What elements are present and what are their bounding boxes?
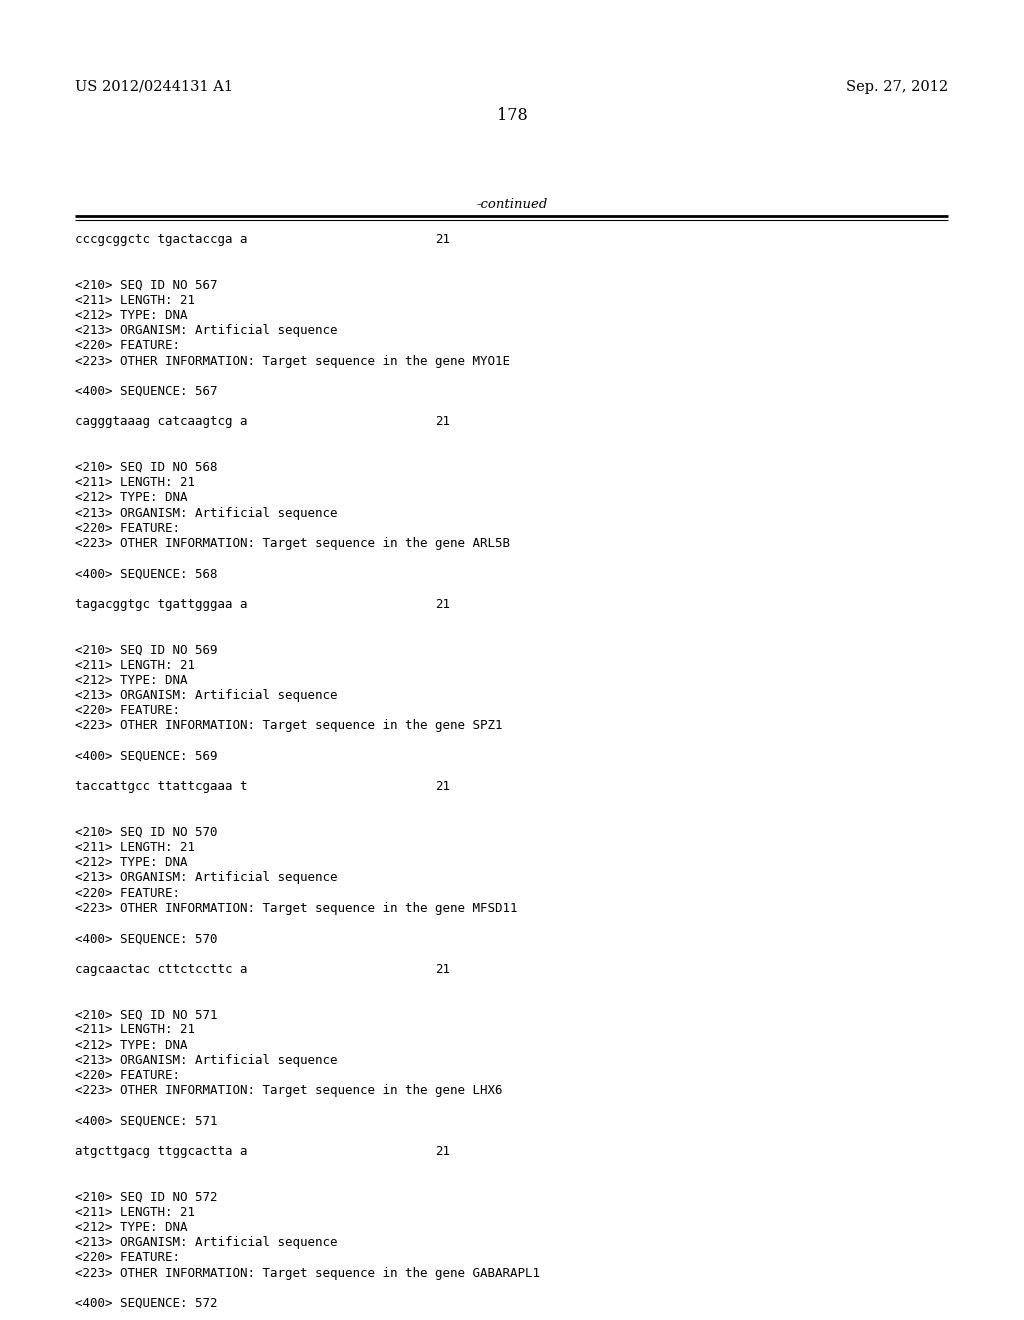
Text: <223> OTHER INFORMATION: Target sequence in the gene LHX6: <223> OTHER INFORMATION: Target sequence… — [75, 1084, 503, 1097]
Text: <400> SEQUENCE: 567: <400> SEQUENCE: 567 — [75, 385, 217, 399]
Text: taccattgcc ttattcgaaa t: taccattgcc ttattcgaaa t — [75, 780, 248, 793]
Text: atgcttgacg ttggcactta a: atgcttgacg ttggcactta a — [75, 1144, 248, 1158]
Text: <211> LENGTH: 21: <211> LENGTH: 21 — [75, 477, 195, 490]
Text: US 2012/0244131 A1: US 2012/0244131 A1 — [75, 81, 233, 94]
Text: cagcaactac cttctccttc a: cagcaactac cttctccttc a — [75, 962, 248, 975]
Text: <223> OTHER INFORMATION: Target sequence in the gene ARL5B: <223> OTHER INFORMATION: Target sequence… — [75, 537, 510, 550]
Text: <210> SEQ ID NO 571: <210> SEQ ID NO 571 — [75, 1008, 217, 1022]
Text: cagggtaaag catcaagtcg a: cagggtaaag catcaagtcg a — [75, 416, 248, 429]
Text: <400> SEQUENCE: 568: <400> SEQUENCE: 568 — [75, 568, 217, 581]
Text: <212> TYPE: DNA: <212> TYPE: DNA — [75, 673, 187, 686]
Text: <220> FEATURE:: <220> FEATURE: — [75, 704, 180, 717]
Text: <213> ORGANISM: Artificial sequence: <213> ORGANISM: Artificial sequence — [75, 325, 338, 337]
Text: 21: 21 — [435, 598, 450, 611]
Text: <210> SEQ ID NO 570: <210> SEQ ID NO 570 — [75, 826, 217, 838]
Text: <220> FEATURE:: <220> FEATURE: — [75, 339, 180, 352]
Text: <210> SEQ ID NO 569: <210> SEQ ID NO 569 — [75, 643, 217, 656]
Text: 21: 21 — [435, 780, 450, 793]
Text: <210> SEQ ID NO 572: <210> SEQ ID NO 572 — [75, 1191, 217, 1204]
Text: <223> OTHER INFORMATION: Target sequence in the gene GABARAPL1: <223> OTHER INFORMATION: Target sequence… — [75, 1267, 540, 1279]
Text: <223> OTHER INFORMATION: Target sequence in the gene SPZ1: <223> OTHER INFORMATION: Target sequence… — [75, 719, 503, 733]
Text: <212> TYPE: DNA: <212> TYPE: DNA — [75, 309, 187, 322]
Text: <220> FEATURE:: <220> FEATURE: — [75, 1251, 180, 1265]
Text: <213> ORGANISM: Artificial sequence: <213> ORGANISM: Artificial sequence — [75, 871, 338, 884]
Text: <223> OTHER INFORMATION: Target sequence in the gene MFSD11: <223> OTHER INFORMATION: Target sequence… — [75, 902, 517, 915]
Text: <400> SEQUENCE: 571: <400> SEQUENCE: 571 — [75, 1114, 217, 1127]
Text: -continued: -continued — [476, 198, 548, 211]
Text: <210> SEQ ID NO 567: <210> SEQ ID NO 567 — [75, 279, 217, 292]
Text: 178: 178 — [497, 107, 527, 124]
Text: <220> FEATURE:: <220> FEATURE: — [75, 1069, 180, 1082]
Text: <211> LENGTH: 21: <211> LENGTH: 21 — [75, 841, 195, 854]
Text: <213> ORGANISM: Artificial sequence: <213> ORGANISM: Artificial sequence — [75, 507, 338, 520]
Text: Sep. 27, 2012: Sep. 27, 2012 — [846, 81, 948, 94]
Text: <212> TYPE: DNA: <212> TYPE: DNA — [75, 491, 187, 504]
Text: <211> LENGTH: 21: <211> LENGTH: 21 — [75, 1023, 195, 1036]
Text: <220> FEATURE:: <220> FEATURE: — [75, 887, 180, 900]
Text: <210> SEQ ID NO 568: <210> SEQ ID NO 568 — [75, 461, 217, 474]
Text: 21: 21 — [435, 234, 450, 246]
Text: <213> ORGANISM: Artificial sequence: <213> ORGANISM: Artificial sequence — [75, 1237, 338, 1249]
Text: <212> TYPE: DNA: <212> TYPE: DNA — [75, 1039, 187, 1052]
Text: <211> LENGTH: 21: <211> LENGTH: 21 — [75, 1205, 195, 1218]
Text: <211> LENGTH: 21: <211> LENGTH: 21 — [75, 659, 195, 672]
Text: <213> ORGANISM: Artificial sequence: <213> ORGANISM: Artificial sequence — [75, 1053, 338, 1067]
Text: <213> ORGANISM: Artificial sequence: <213> ORGANISM: Artificial sequence — [75, 689, 338, 702]
Text: tagacggtgc tgattgggaa a: tagacggtgc tgattgggaa a — [75, 598, 248, 611]
Text: <212> TYPE: DNA: <212> TYPE: DNA — [75, 857, 187, 869]
Text: 21: 21 — [435, 416, 450, 429]
Text: 21: 21 — [435, 1144, 450, 1158]
Text: <212> TYPE: DNA: <212> TYPE: DNA — [75, 1221, 187, 1234]
Text: cccgcggctc tgactaccga a: cccgcggctc tgactaccga a — [75, 234, 248, 246]
Text: <220> FEATURE:: <220> FEATURE: — [75, 521, 180, 535]
Text: <400> SEQUENCE: 570: <400> SEQUENCE: 570 — [75, 932, 217, 945]
Text: <223> OTHER INFORMATION: Target sequence in the gene MYO1E: <223> OTHER INFORMATION: Target sequence… — [75, 355, 510, 367]
Text: 21: 21 — [435, 962, 450, 975]
Text: <211> LENGTH: 21: <211> LENGTH: 21 — [75, 294, 195, 306]
Text: <400> SEQUENCE: 569: <400> SEQUENCE: 569 — [75, 750, 217, 763]
Text: <400> SEQUENCE: 572: <400> SEQUENCE: 572 — [75, 1298, 217, 1309]
